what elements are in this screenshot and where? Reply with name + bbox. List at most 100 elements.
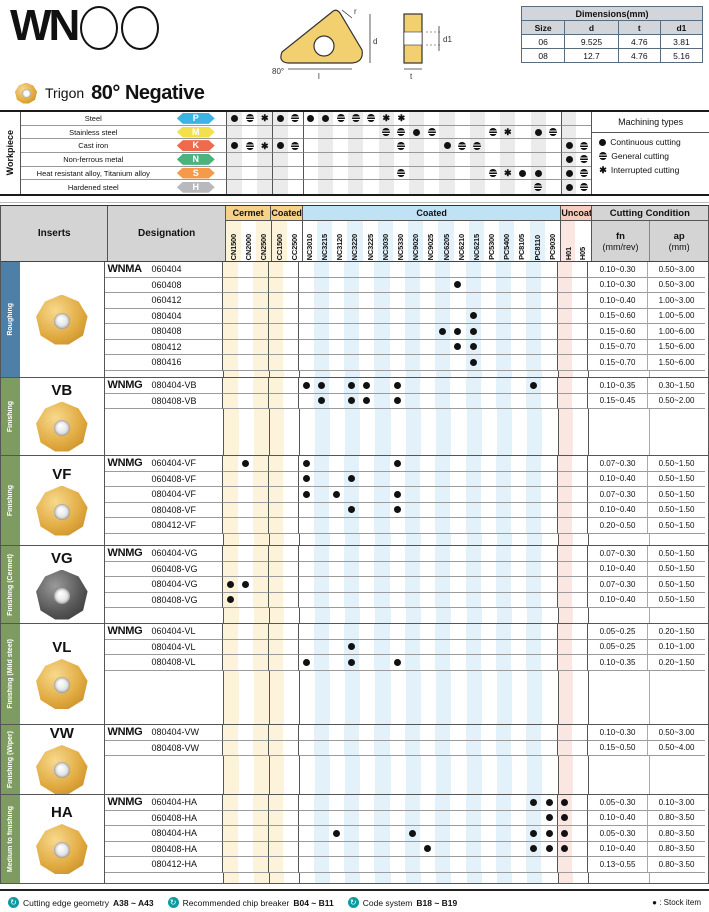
- grade-cell: [557, 670, 573, 724]
- grade-cell: NC5330: [393, 221, 408, 261]
- grade-cell: [389, 309, 405, 324]
- grade-cell: [526, 561, 542, 577]
- grade-cell: [253, 370, 270, 377]
- insert-row: 080408-VF 0.10~0.40 0.50~1.50: [104, 502, 709, 518]
- grade-cell: [571, 472, 587, 487]
- stock-dot: [530, 829, 538, 837]
- grade-cell: [328, 741, 344, 756]
- grade-cell: [328, 546, 344, 562]
- grade-cell: [359, 503, 375, 518]
- grade-cell: [237, 577, 253, 593]
- grade-cell: [511, 725, 527, 741]
- grade-cell: [573, 409, 588, 455]
- grade-cell: [556, 546, 572, 562]
- inserts-header: Inserts: [1, 206, 109, 261]
- workpiece-grade-cell: [484, 153, 501, 167]
- workpiece-grade-cell: [469, 180, 485, 195]
- workpiece-grade-cell: [348, 166, 364, 181]
- stock-dot: [348, 381, 356, 389]
- ap-header: ap (mm): [650, 221, 709, 261]
- grade-cell: [419, 324, 436, 340]
- grade-cell: [344, 725, 360, 741]
- grade-cell: [482, 608, 497, 623]
- workpiece-grade-cell: [317, 112, 334, 126]
- grade-cell: [512, 608, 527, 623]
- workpiece-grade-cell: [455, 180, 470, 194]
- workpiece-grade-cell: [287, 112, 303, 126]
- ap-value: 0.80~3.50: [647, 857, 705, 873]
- grade-cell: [511, 340, 527, 355]
- general-cutting-mark: [291, 141, 300, 150]
- grade-cell: [313, 577, 329, 593]
- grade-cell: [313, 518, 329, 534]
- grade-cell: [252, 826, 269, 842]
- block-padding-row: [104, 370, 708, 378]
- grade-cell: [389, 340, 405, 355]
- designation-cell: 080412-HA: [104, 857, 223, 873]
- grade-cell: [435, 740, 451, 756]
- footer-items: ↻ Cutting edge geometry A38 ~ A43 ↻ Recomme…: [8, 897, 471, 908]
- stock-dot: [393, 658, 401, 666]
- designation-size: 080408-HA: [151, 843, 198, 854]
- grade-cell: [571, 340, 587, 355]
- insert-photo-cell: [20, 262, 105, 377]
- grade-cell: [541, 503, 557, 518]
- grade-cell: [419, 340, 436, 355]
- grade-cell: [360, 608, 375, 623]
- grade-cell: [344, 378, 360, 394]
- interrupted-cutting-mark: ✱: [397, 113, 406, 124]
- designation-cell: WNMG 060404-VL: [104, 624, 223, 640]
- grade-cell: [313, 262, 329, 278]
- grade-label: NC3120: [335, 233, 345, 260]
- grade-cell: [480, 487, 496, 503]
- stock-dot: [469, 327, 477, 335]
- footer-reference: ↻ Code system B18 ~ B19: [347, 897, 457, 908]
- fn-value: 0.10~0.40: [587, 592, 647, 608]
- grade-cell: [556, 277, 572, 293]
- grade-cell: [253, 409, 270, 455]
- grade-cell: [344, 324, 360, 340]
- workpiece-grade-cell: [515, 167, 531, 181]
- workpiece-grade-cell: [393, 153, 410, 167]
- workpiece-grade-cell: ✱: [500, 166, 516, 181]
- grade-label: CN2000: [244, 233, 254, 260]
- grade-cell: [571, 394, 587, 409]
- grade-cell: [313, 393, 329, 409]
- insert-block: Finishing VF WNMG 060404-VF 0.07~0.30 0.50~1.…: [1, 456, 708, 546]
- grade-cell: [222, 725, 238, 741]
- workpiece-grade-cell: [333, 112, 349, 126]
- grade-cell: [495, 546, 512, 562]
- grade-cell: [573, 671, 588, 725]
- grade-cell: [222, 639, 238, 655]
- grade-cell: [419, 624, 436, 640]
- circular-arrow-icon: ↻: [347, 897, 359, 908]
- insert-row: 080404-HA 0.05~0.30 0.80~3.50: [104, 826, 709, 842]
- general-cutting-mark: [382, 128, 391, 136]
- grade-cell: [466, 409, 482, 455]
- insert-photo-cell: VL: [20, 624, 105, 724]
- grade-cell: [374, 324, 390, 340]
- fn-value: 0.10~0.40: [587, 841, 647, 857]
- workpiece-grade-cell: [560, 166, 577, 181]
- grade-cell: [419, 487, 436, 503]
- grade-cell: [542, 371, 557, 378]
- grade-cell: [482, 873, 497, 884]
- grade-cell: [389, 355, 405, 371]
- grade-cell: [389, 640, 405, 655]
- fn-value: 0.05~0.25: [587, 624, 647, 640]
- grade-cell: [374, 725, 390, 741]
- designation-cell: 060408-HA: [104, 810, 223, 826]
- designation-size: 060404-VL: [151, 626, 196, 637]
- grade-cell: [252, 546, 269, 562]
- insert-block: Finishing (Mild steel) VL WNMG 060404-VL 0.0…: [1, 624, 708, 725]
- grade-cell: [465, 277, 481, 293]
- grade-cell: [283, 857, 299, 873]
- workpiece-grade-cell: [348, 180, 364, 195]
- product-logo: WN: [10, 4, 200, 78]
- grade-cell: [541, 811, 557, 826]
- grade-cell: [421, 671, 436, 725]
- grade-cell: [511, 640, 527, 655]
- grade-cell: [252, 393, 269, 409]
- footer-reference-pages: B04 ~ B11: [293, 897, 334, 908]
- grade-cell: [313, 857, 329, 873]
